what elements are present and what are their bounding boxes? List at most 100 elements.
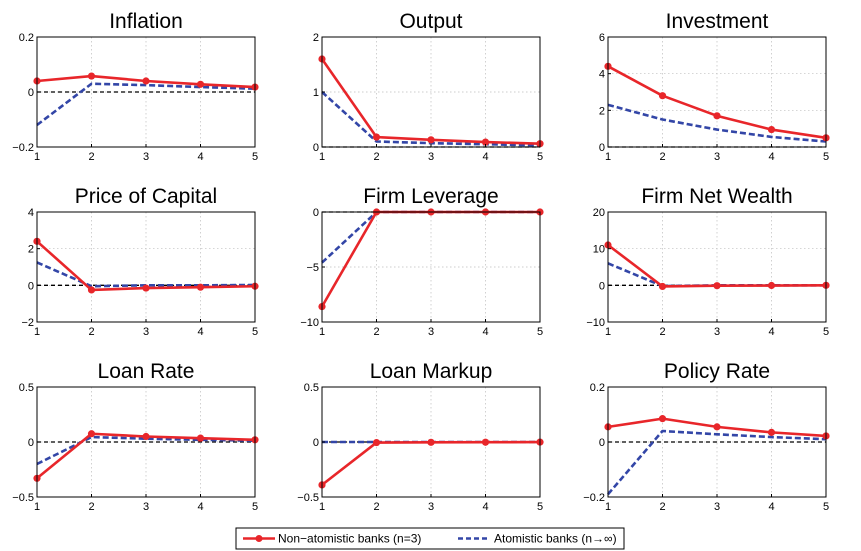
legend-swatch-non-atomistic-marker: [255, 535, 263, 542]
x-tick-label: 2: [88, 151, 94, 163]
y-tick-label: 0: [313, 437, 319, 449]
data-point-non-atomistic: [658, 415, 667, 423]
legend: Non−atomistic banks (n=3) Atomistic bank…: [235, 527, 625, 550]
y-tick-label: −2: [21, 317, 34, 329]
x-tick-label: 4: [482, 501, 488, 513]
data-point-non-atomistic: [713, 282, 721, 290]
x-tick-label: 4: [768, 151, 774, 163]
x-tick-label: 3: [143, 151, 149, 163]
x-tick-label: 1: [319, 151, 325, 163]
data-point-non-atomistic: [767, 125, 776, 134]
x-tick-label: 3: [714, 501, 720, 513]
legend-label-non-atomistic: Non−atomistic banks (n=3): [278, 532, 421, 546]
y-tick-label: 0: [599, 142, 605, 154]
y-tick-label: 0.2: [590, 382, 605, 394]
y-tick-label: 0: [599, 280, 605, 292]
x-tick-label: 1: [34, 501, 40, 513]
data-point-non-atomistic: [372, 133, 381, 141]
data-point-non-atomistic: [767, 428, 776, 436]
y-tick-label: 0: [313, 207, 319, 219]
y-tick-label: −0.5: [12, 492, 34, 504]
x-tick-label: 5: [537, 326, 543, 338]
x-tick-label: 2: [373, 501, 379, 513]
y-tick-label: 0.2: [19, 32, 34, 44]
chart-title: Firm Net Wealth: [641, 185, 792, 208]
series-line-atomistic: [607, 103, 827, 143]
plot-area: [608, 212, 826, 322]
x-tick-label: 5: [537, 501, 543, 513]
x-tick-label: 4: [197, 151, 203, 163]
chart-title: Price of Capital: [75, 185, 217, 208]
x-tick-label: 4: [768, 501, 774, 513]
y-tick-label: 1: [313, 87, 319, 99]
data-point-non-atomistic: [87, 286, 96, 294]
chart-panel-firm-leverage: 1 2 3 4 5 −10 −5 0 Firm Leverage: [300, 185, 544, 338]
data-point-non-atomistic: [481, 438, 490, 446]
y-tick-label: −0.5: [297, 492, 319, 504]
data-point-non-atomistic: [196, 434, 205, 442]
y-tick-label: −0.2: [583, 492, 605, 504]
legend-box: [235, 527, 625, 550]
x-tick-label: 1: [319, 501, 325, 513]
x-tick-label: 2: [373, 151, 379, 163]
x-tick-label: 3: [428, 326, 434, 338]
x-tick-label: 5: [823, 501, 829, 513]
data-point-non-atomistic: [427, 136, 435, 144]
data-point-non-atomistic: [87, 430, 96, 438]
chart-title: Loan Rate: [98, 360, 195, 383]
data-point-non-atomistic: [142, 284, 150, 292]
x-tick-label: 3: [143, 501, 149, 513]
x-tick-label: 2: [88, 326, 94, 338]
x-tick-label: 3: [143, 326, 149, 338]
x-tick-label: 2: [659, 151, 665, 163]
series-line-atomistic: [36, 435, 256, 466]
chart-panel-loan-rate: 1 2 3 4 5 −0.5 0 0.5 Loan Rate: [12, 360, 259, 513]
x-tick-label: 4: [768, 326, 774, 338]
series-line-atomistic: [36, 82, 256, 127]
x-tick-label: 3: [714, 151, 720, 163]
y-tick-label: 0: [599, 437, 605, 449]
chart-panel-loan-markup: 1 2 3 4 5 −0.5 0 0.5 Loan Markup: [297, 360, 544, 513]
x-tick-label: 1: [605, 326, 611, 338]
data-point-non-atomistic: [142, 432, 150, 441]
legend-label-atomistic: Atomistic banks (n→∞): [494, 532, 617, 546]
chart-title: Output: [399, 10, 462, 33]
chart-panel-price-of-capital: 1 2 3 4 5 −2 0 2 4 Price of Capital: [21, 185, 259, 338]
data-point-non-atomistic: [713, 423, 721, 431]
x-tick-label: 5: [823, 326, 829, 338]
chart-title: Inflation: [109, 10, 183, 33]
x-tick-label: 2: [88, 501, 94, 513]
y-tick-label: 2: [28, 244, 34, 256]
y-tick-label: 0: [28, 87, 34, 99]
y-tick-label: −5: [306, 262, 319, 274]
series-line-atomistic: [607, 429, 827, 496]
x-tick-label: 4: [197, 326, 203, 338]
chart-title: Loan Markup: [370, 360, 493, 383]
y-tick-label: −10: [300, 317, 319, 329]
chart-panel-inflation: 1 2 3 4 5 −0.2 0 0.2 Inflation: [12, 10, 259, 163]
chart-title: Firm Leverage: [363, 185, 498, 208]
x-tick-label: 1: [34, 151, 40, 163]
chart-title: Policy Rate: [664, 360, 770, 383]
x-tick-label: 1: [34, 326, 40, 338]
x-tick-label: 1: [319, 326, 325, 338]
x-tick-label: 5: [252, 151, 258, 163]
x-tick-label: 2: [373, 326, 379, 338]
y-tick-label: 0: [313, 142, 319, 154]
x-tick-label: 3: [714, 326, 720, 338]
x-tick-label: 5: [252, 326, 258, 338]
x-tick-label: 5: [252, 501, 258, 513]
data-point-non-atomistic: [658, 282, 667, 291]
x-tick-label: 4: [482, 151, 488, 163]
plot-area: [37, 212, 255, 322]
data-point-non-atomistic: [481, 138, 490, 146]
x-tick-label: 4: [482, 326, 488, 338]
y-tick-label: 20: [593, 207, 605, 219]
y-tick-label: −10: [586, 317, 605, 329]
y-tick-label: 10: [593, 244, 605, 256]
y-tick-label: 4: [28, 207, 34, 219]
data-point-non-atomistic: [196, 283, 205, 291]
x-tick-label: 2: [659, 501, 665, 513]
